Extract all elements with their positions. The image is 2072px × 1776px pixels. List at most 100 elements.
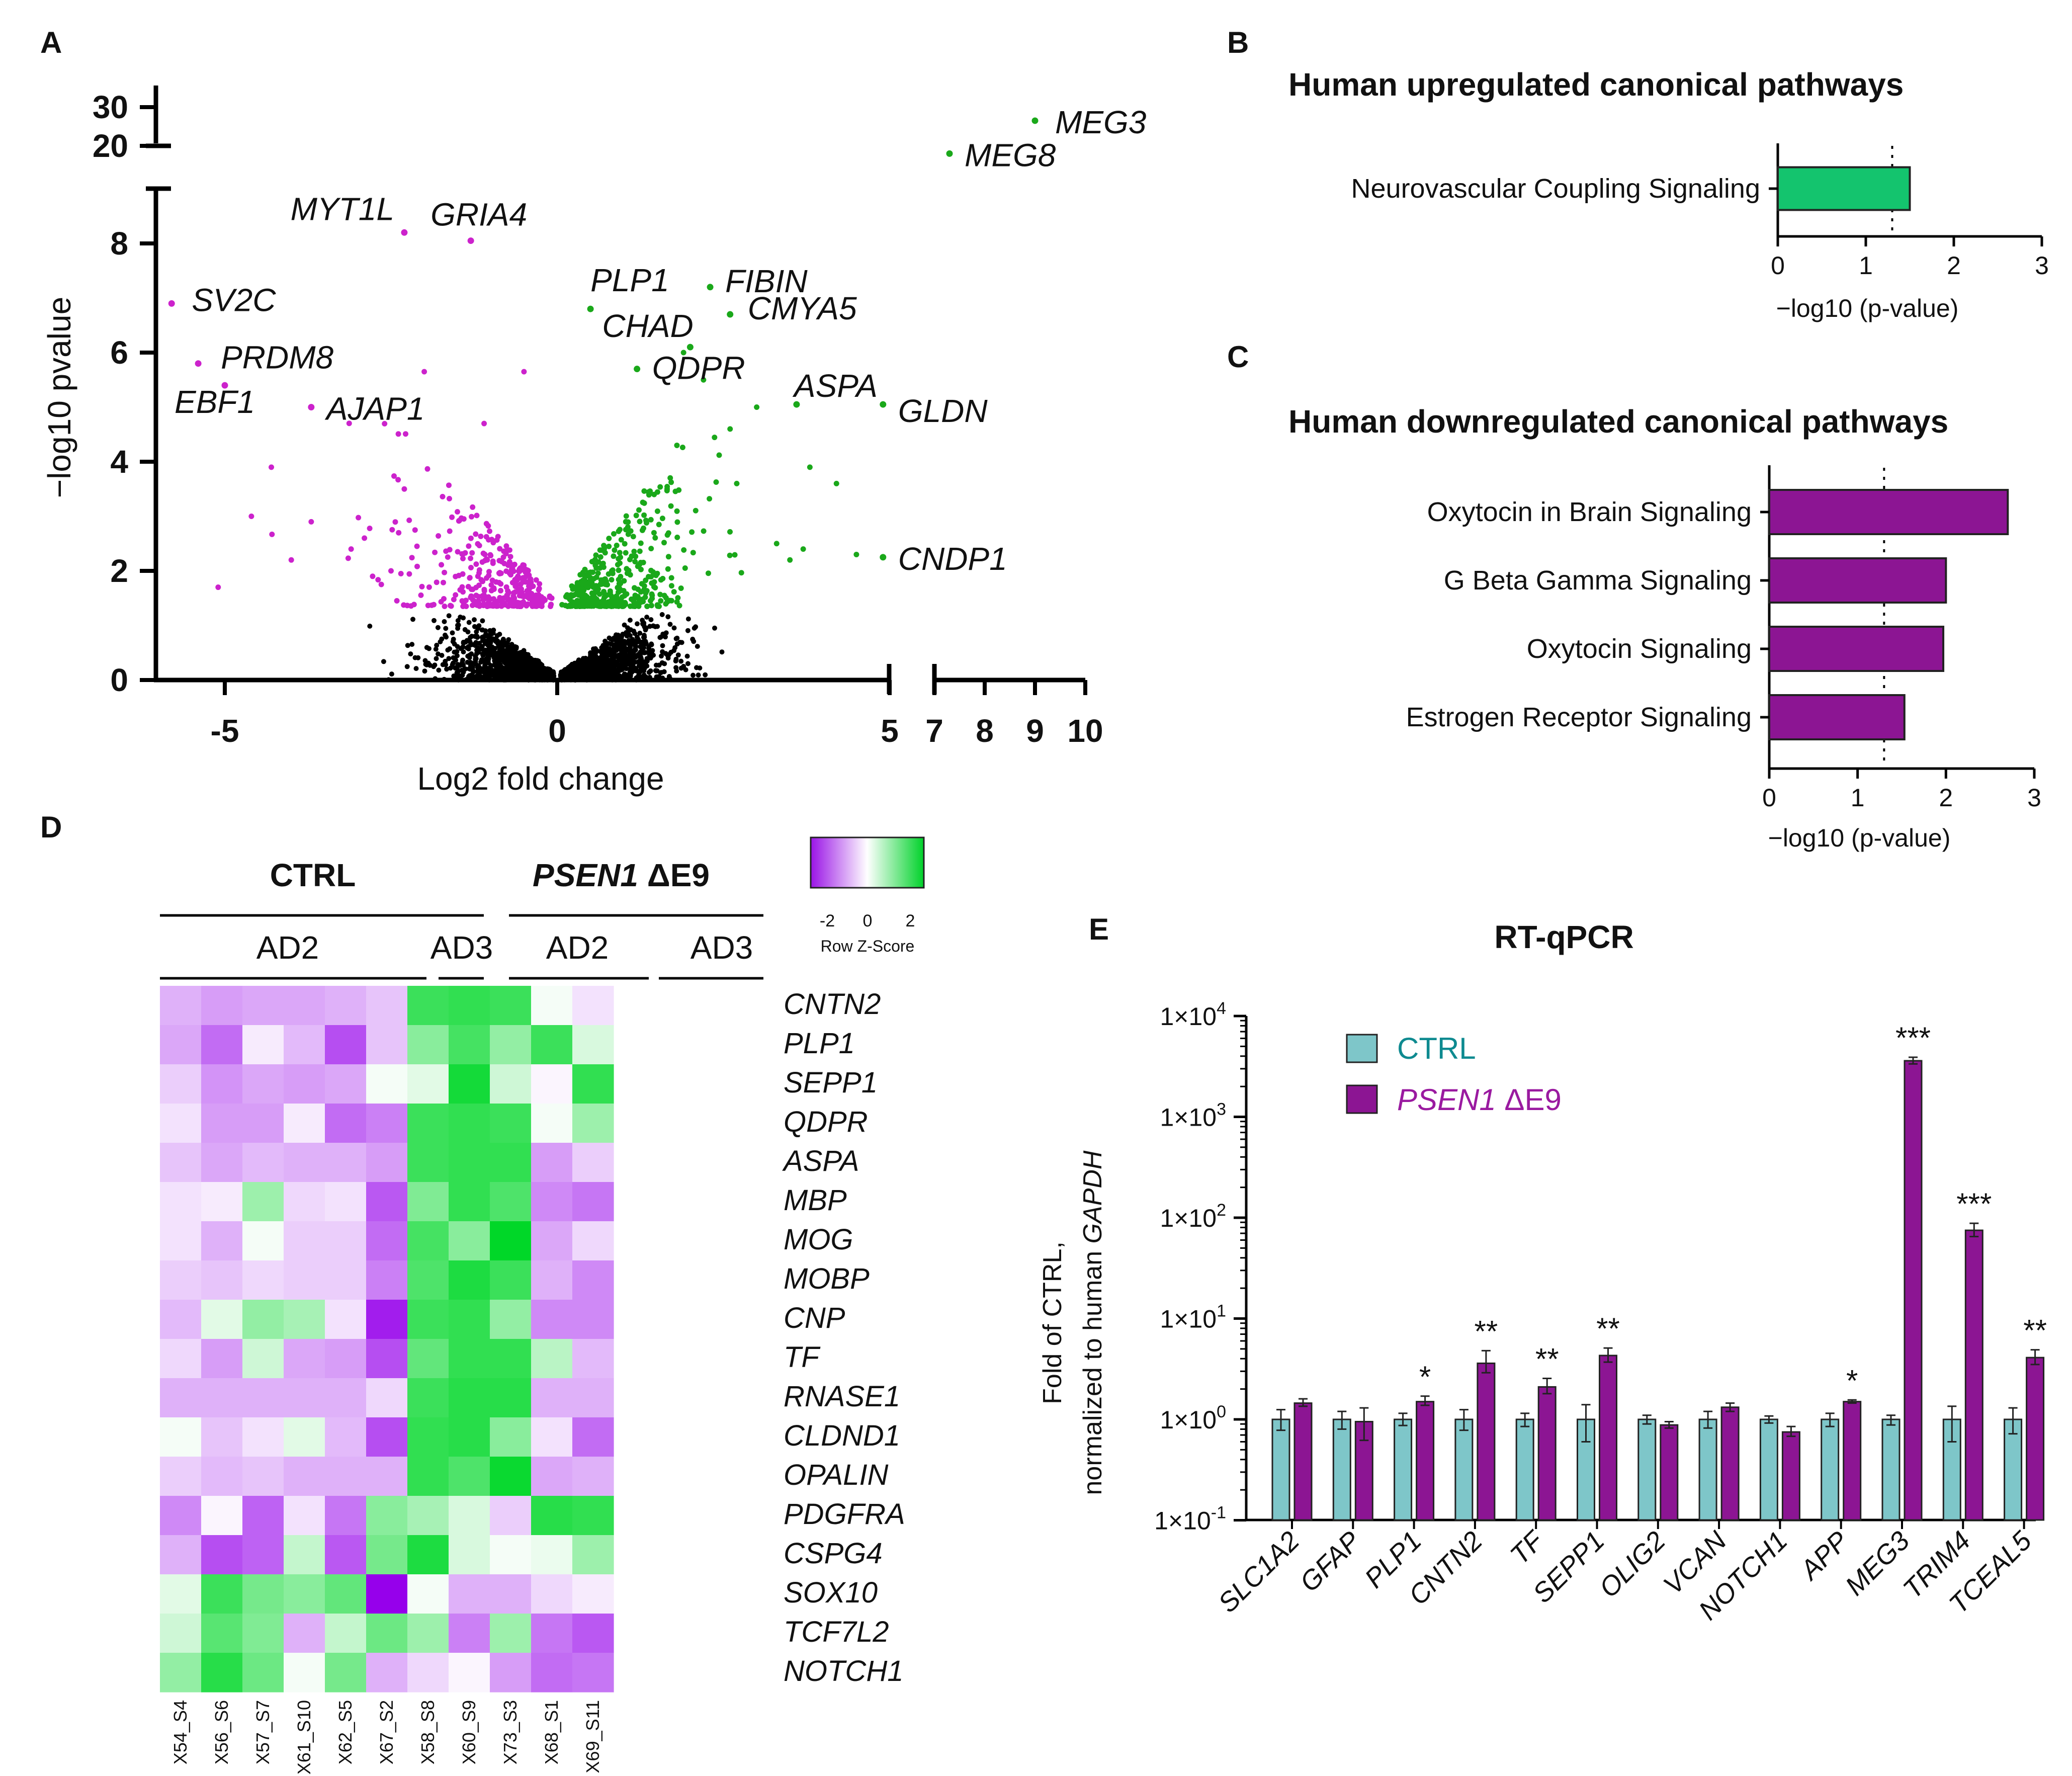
volcano-point-meg3 xyxy=(1031,117,1039,124)
volcano-point-up xyxy=(597,581,603,587)
heatmap-sample-label: X57_S7 xyxy=(252,1700,273,1764)
volcano-point-ns xyxy=(433,676,438,682)
volcano-point-up xyxy=(611,531,617,537)
heatmap-cell xyxy=(325,1260,367,1300)
volcano-point-down xyxy=(391,473,397,479)
heatmap-cell xyxy=(242,1025,284,1065)
volcano-point-down xyxy=(436,533,442,539)
volcano-point-ns xyxy=(640,675,645,681)
volcano-point-up xyxy=(657,591,663,598)
heatmap-cell xyxy=(325,1182,367,1222)
volcano-point-ns xyxy=(488,664,493,670)
rtqpcr-bar-psen1 xyxy=(1599,1355,1617,1521)
volcano-point-ns xyxy=(561,672,566,678)
volcano-point-down xyxy=(469,514,475,520)
heatmap-cell xyxy=(325,1339,367,1379)
volcano-point-down xyxy=(392,519,398,525)
volcano-point-down xyxy=(483,556,489,562)
heatmap-cell xyxy=(284,1182,325,1222)
volcano-point-up xyxy=(676,603,682,609)
volcano-point-sv2c xyxy=(168,300,175,307)
heatmap-cell xyxy=(490,1143,532,1182)
heatmap-cell xyxy=(449,1378,490,1418)
volcano-point-down xyxy=(487,552,493,558)
volcano-point-up xyxy=(641,488,647,494)
heatmap-row-label: MBP xyxy=(784,1184,847,1217)
volcano-point-down xyxy=(475,573,481,579)
heatmap-cell xyxy=(325,1104,367,1143)
volcano-point-down xyxy=(421,369,427,375)
downregulated-x-tick-label: 2 xyxy=(1939,784,1953,812)
volcano-point-down xyxy=(288,557,294,563)
heatmap-cell xyxy=(284,1104,325,1143)
volcano-point-ns xyxy=(685,616,691,622)
volcano-point-ns xyxy=(491,655,497,660)
heatmap-cell xyxy=(531,1025,573,1065)
zscore-color-legend xyxy=(810,836,925,889)
upregulated-x-tick-label: 2 xyxy=(1947,251,1961,280)
volcano-point-down xyxy=(414,543,420,549)
volcano-point-ns xyxy=(472,617,477,623)
volcano-point-up xyxy=(640,499,646,505)
heatmap-cell xyxy=(531,1221,573,1261)
legend-ctrl-swatch xyxy=(1346,1034,1378,1063)
volcano-point-ns xyxy=(404,664,410,669)
volcano-point-up xyxy=(645,489,651,495)
volcano-point-up xyxy=(637,519,643,525)
volcano-point-ns xyxy=(703,672,708,678)
volcano-point-ns xyxy=(496,643,501,649)
heatmap-cell xyxy=(284,1260,325,1300)
downregulated-pathway-label: Oxytocin in Brain Signaling xyxy=(1427,497,1752,527)
volcano-point-ns xyxy=(479,646,484,652)
volcano-y-tick-label: 0 xyxy=(110,662,128,698)
panel-label-c: C xyxy=(1227,340,1249,374)
volcano-point-up xyxy=(606,543,612,549)
rtqpcr-significance-mark: ** xyxy=(2023,1314,2047,1347)
volcano-point-down xyxy=(491,585,497,591)
volcano-point-down xyxy=(398,571,404,576)
volcano-point-up xyxy=(601,590,607,596)
volcano-point-down xyxy=(455,509,460,515)
heatmap-cell xyxy=(325,1025,367,1065)
heatmap-cell xyxy=(490,1496,532,1536)
volcano-point-up xyxy=(665,554,671,560)
volcano-point-ns xyxy=(608,648,614,654)
volcano-point-ns xyxy=(405,643,410,648)
heatmap-cell xyxy=(407,1260,449,1300)
heatmap-cell xyxy=(449,1143,490,1182)
volcano-point-ns xyxy=(477,665,482,670)
zscore-tick-neg2: -2 xyxy=(820,911,835,931)
volcano-y-tick-label: 2 xyxy=(110,553,128,589)
volcano-point-down xyxy=(480,597,486,603)
volcano-point-down xyxy=(497,546,503,552)
rtqpcr-bar-ctrl xyxy=(1759,1418,1778,1521)
heatmap-cell xyxy=(531,1574,573,1614)
volcano-point-ns xyxy=(516,674,522,680)
volcano-point-down xyxy=(512,589,519,595)
upregulated-x-label: −log10 (p-value) xyxy=(1776,294,1959,322)
volcano-point-ns xyxy=(572,665,577,670)
volcano-point-ns xyxy=(673,658,678,664)
heatmap-cell xyxy=(284,1653,325,1693)
rtqpcr-bar-ctrl xyxy=(1271,1418,1290,1521)
heatmap-cell xyxy=(490,1457,532,1496)
heatmap-cell xyxy=(160,1143,202,1182)
heatmap-cell xyxy=(572,1064,614,1104)
volcano-point-ns xyxy=(633,645,638,650)
volcano-point-ns xyxy=(468,660,473,665)
heatmap-cell xyxy=(449,1496,490,1536)
volcano-point-down xyxy=(547,595,553,601)
heatmap-row-label: QDPR xyxy=(784,1106,868,1138)
volcano-point-ns xyxy=(595,662,600,668)
heatmap-cell xyxy=(572,1300,614,1339)
volcano-point-ns xyxy=(442,676,447,682)
volcano-point-up xyxy=(600,564,607,570)
volcano-point-up xyxy=(738,570,744,576)
volcano-point-down xyxy=(460,556,466,561)
volcano-point-ns xyxy=(622,651,628,657)
heatmap-cell xyxy=(284,1574,325,1614)
volcano-point-up xyxy=(569,583,575,589)
volcano-point-down xyxy=(533,577,539,583)
heatmap-cell xyxy=(572,1104,614,1143)
volcano-point-ns xyxy=(481,634,486,640)
